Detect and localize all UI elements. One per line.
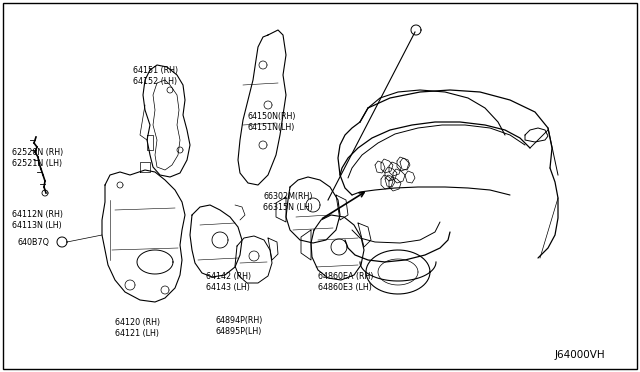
Text: 64151 (RH)
64152 (LH): 64151 (RH) 64152 (LH) — [133, 66, 178, 86]
Text: 64120 (RH)
64121 (LH): 64120 (RH) 64121 (LH) — [115, 318, 160, 338]
Text: 62520N (RH)
62521N (LH): 62520N (RH) 62521N (LH) — [12, 148, 63, 168]
Text: 64860EA (RH)
64860E3 (LH): 64860EA (RH) 64860E3 (LH) — [318, 272, 374, 292]
Text: 640B7Q: 640B7Q — [18, 238, 50, 247]
Text: J64000VH: J64000VH — [555, 350, 605, 360]
Text: 64112N (RH)
64113N (LH): 64112N (RH) 64113N (LH) — [12, 210, 63, 230]
Text: 64894P(RH)
64895P(LH): 64894P(RH) 64895P(LH) — [215, 316, 262, 336]
Text: 64142 (RH)
64143 (LH): 64142 (RH) 64143 (LH) — [206, 272, 251, 292]
Text: 66302M(RH)
66315N (LH): 66302M(RH) 66315N (LH) — [263, 192, 313, 212]
Text: 64150N(RH)
64151N(LH): 64150N(RH) 64151N(LH) — [248, 112, 296, 132]
